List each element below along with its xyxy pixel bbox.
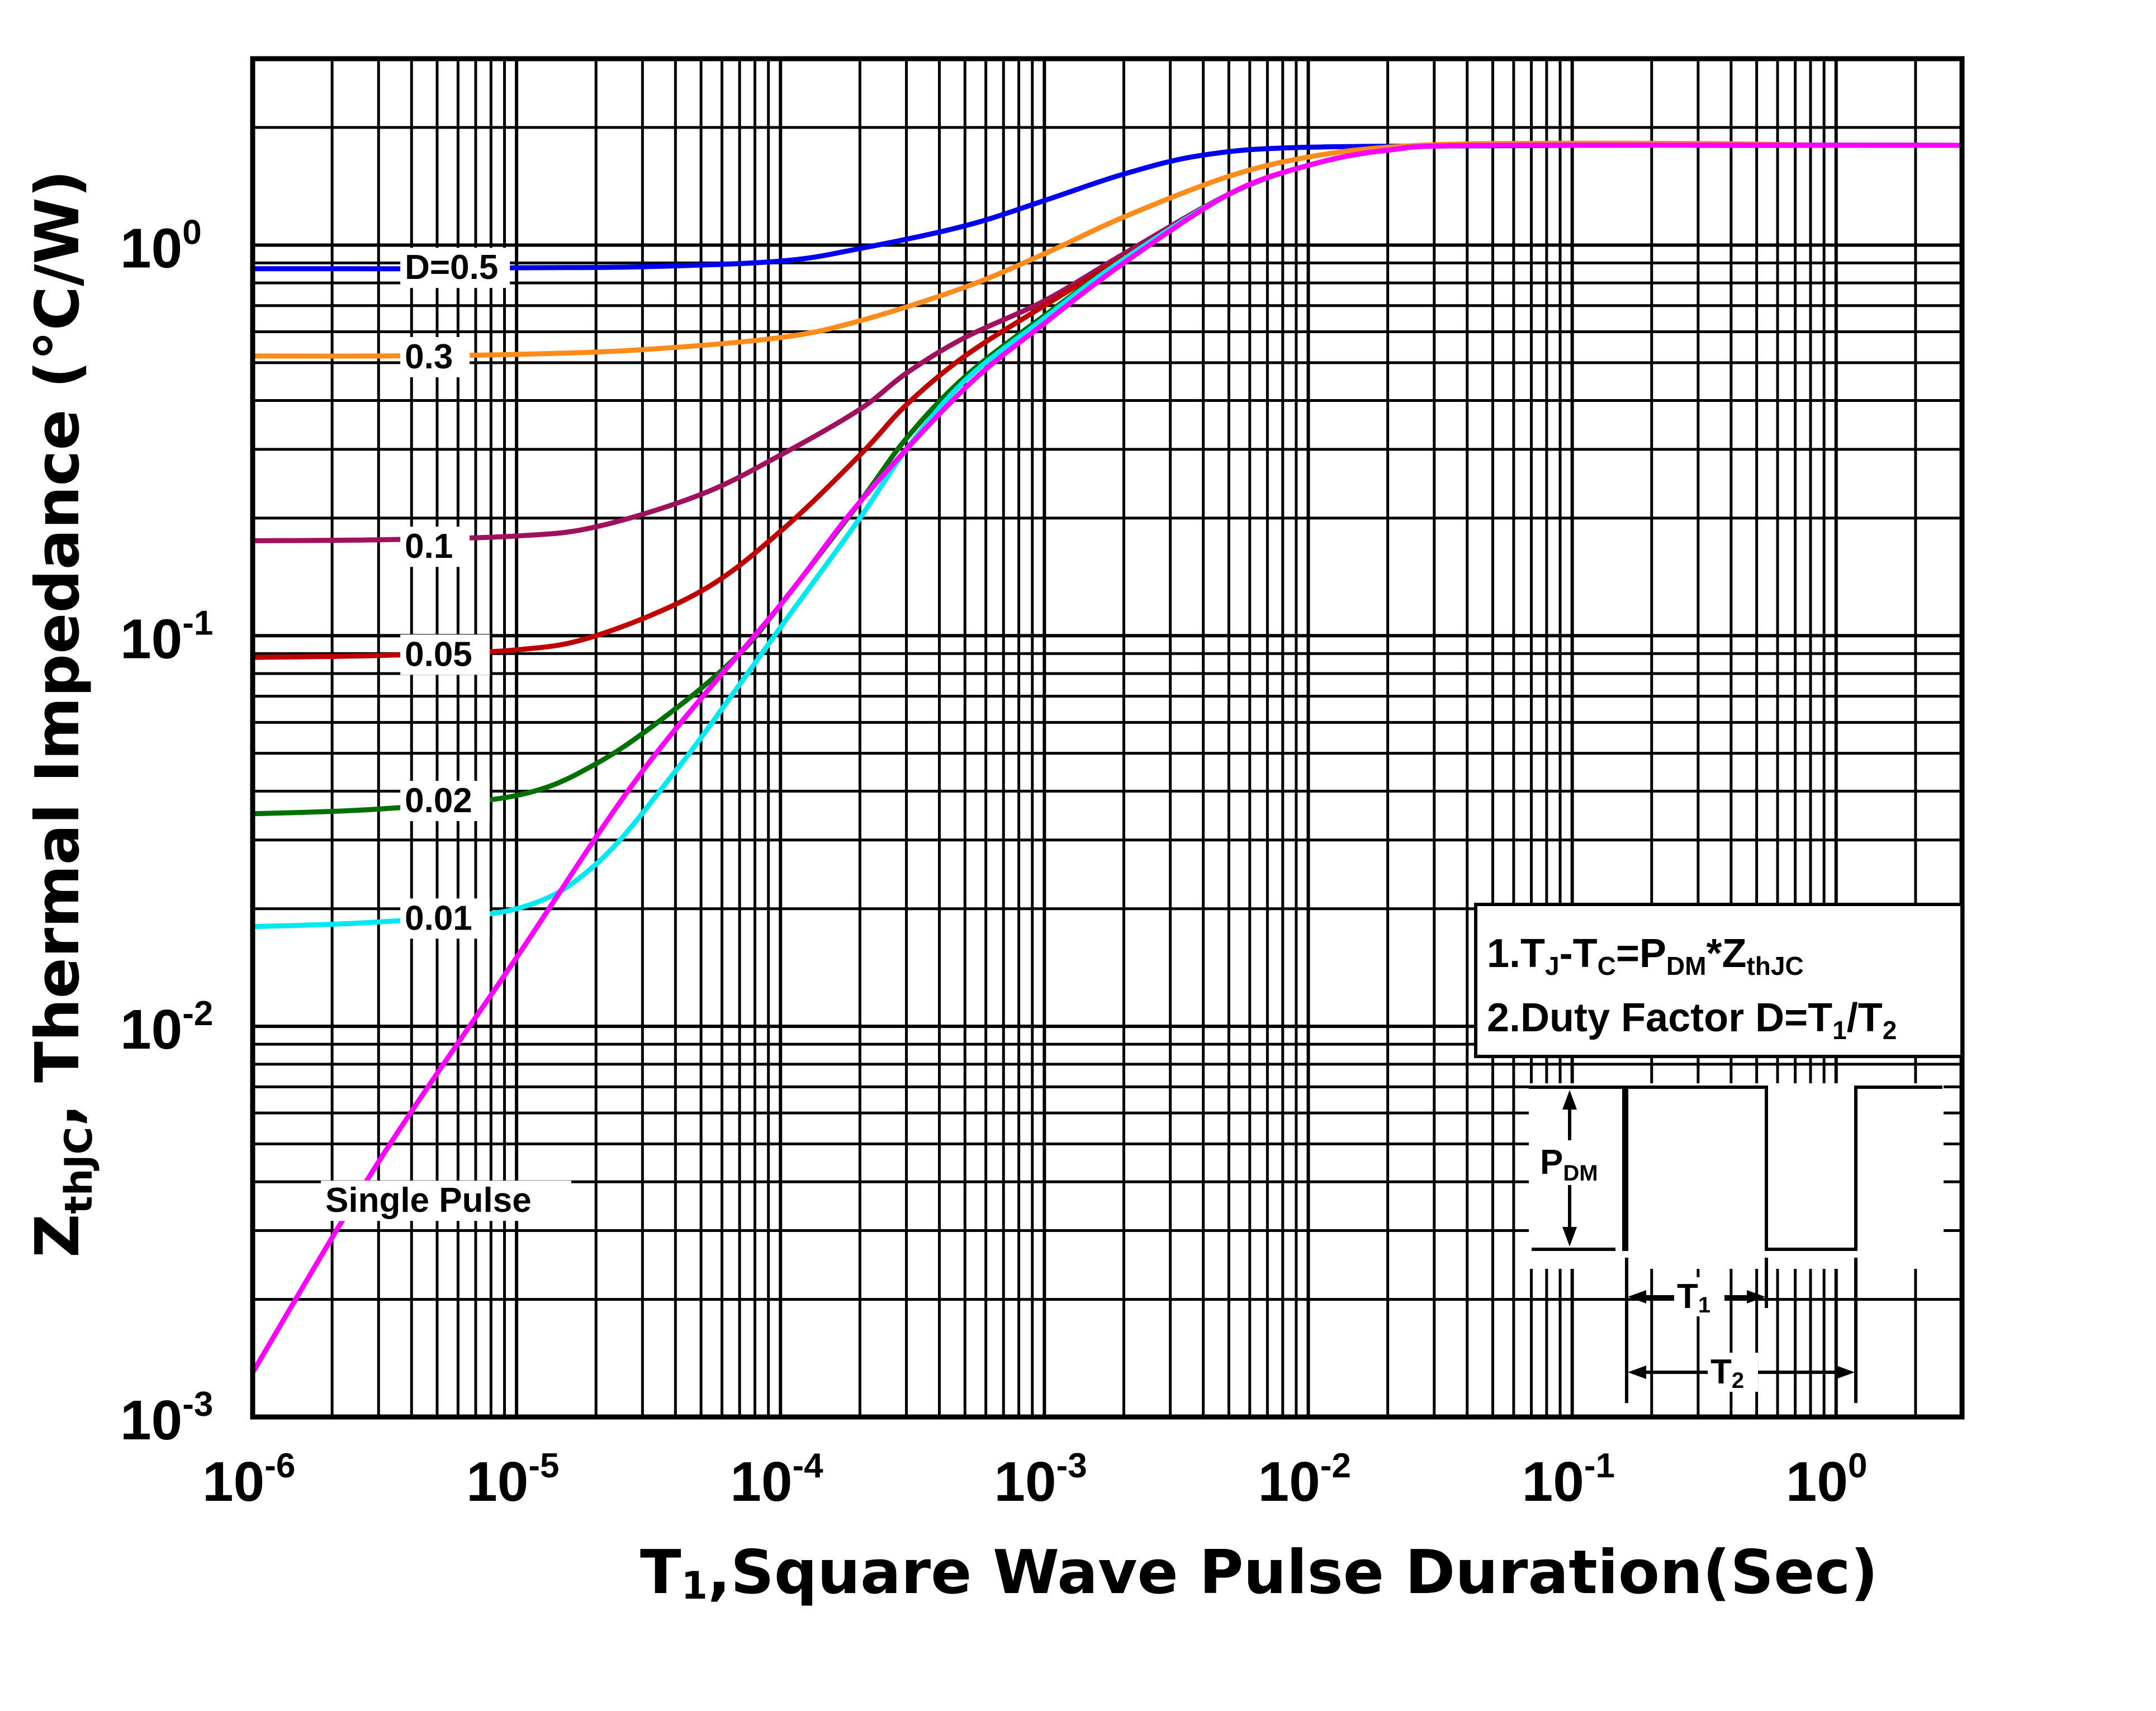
pulse-waveform: [1529, 1086, 1942, 1251]
t1-arrow-left-icon: [1628, 1290, 1646, 1304]
x-tick-label: 10-6: [202, 1447, 295, 1513]
x-tick-label: 10-2: [1258, 1447, 1351, 1513]
series-label-bg: [400, 527, 470, 567]
pdm-arrow-up-icon: [1562, 1090, 1577, 1110]
t2-arrow-right-icon: [1836, 1366, 1855, 1379]
series-label-0-3: 0.3: [405, 338, 453, 376]
series-label-bg: [400, 898, 490, 939]
x-axis-title: T1,Square Wave Pulse Duration(Sec): [640, 1538, 1878, 1608]
note-box-border: [1474, 903, 1964, 1058]
series-layer: [250, 140, 1965, 1375]
formula-note-box: 1.TJ-TC=PDM*ZthJC 2.Duty Factor D=T1/T2: [1474, 903, 1964, 1058]
series-label-bg: [400, 248, 510, 288]
series-labels: D=0.5 0.3 0.1 0.05 0.02 0.01 Single Pulse: [321, 248, 572, 1221]
y-tick-label: 100: [120, 213, 202, 279]
series-label-bg: [321, 1181, 572, 1221]
series-label-0-05: 0.05: [405, 635, 472, 674]
t2-label: T2: [1710, 1353, 1744, 1393]
note-line-1: 1.TJ-TC=PDM*ZthJC: [1487, 931, 1804, 980]
x-tick-label: 10-5: [466, 1447, 559, 1513]
y-tick-label: 10-3: [120, 1385, 213, 1452]
series-label-bg: [400, 780, 490, 821]
pulse-waveform-diagram: PDM T1 T2: [1529, 1083, 1944, 1403]
t1-label-bg: [1674, 1277, 1724, 1316]
series-label-bg: [400, 336, 470, 377]
series-label-d-0-5: D=0.5: [405, 248, 498, 287]
series-label-0-1: 0.1: [405, 527, 453, 566]
x-tick-label: 10-4: [730, 1447, 823, 1513]
series-label-bg: [400, 634, 490, 675]
x-tick-label: 10-3: [994, 1447, 1087, 1513]
plot-frame: [250, 56, 1965, 1420]
series-label-single-pulse: Single Pulse: [325, 1181, 532, 1220]
note-line-2: 2.Duty Factor D=T1/T2: [1487, 996, 1897, 1045]
series-line-single-pulse: [250, 142, 1965, 1375]
y-tick-labels: 100 10-1 10-2 10-3: [120, 213, 213, 1452]
y-tick-label: 10-1: [120, 604, 213, 670]
pdm-label: PDM: [1540, 1143, 1598, 1186]
series-label-0-02: 0.02: [405, 781, 472, 820]
x-tick-label: 10-1: [1522, 1447, 1615, 1513]
pdm-label-bg: [1538, 1140, 1611, 1185]
t2-arrow-left-icon: [1628, 1366, 1646, 1379]
pdm-arrow-down-icon: [1562, 1227, 1577, 1246]
x-tick-labels: 10-6 10-5 10-4 10-3 10-2 10-1 100: [202, 1447, 1867, 1513]
y-tick-label: 10-2: [120, 994, 213, 1061]
series-label-0-01: 0.01: [405, 899, 472, 937]
x-tick-label: 100: [1786, 1447, 1868, 1513]
y-axis-title: ZthJC, Thermal Impedance (°C/W): [23, 170, 101, 1258]
t1-label: T1: [1677, 1277, 1710, 1317]
t2-label-bg: [1708, 1353, 1758, 1392]
t1-arrow-right-icon: [1747, 1290, 1765, 1304]
